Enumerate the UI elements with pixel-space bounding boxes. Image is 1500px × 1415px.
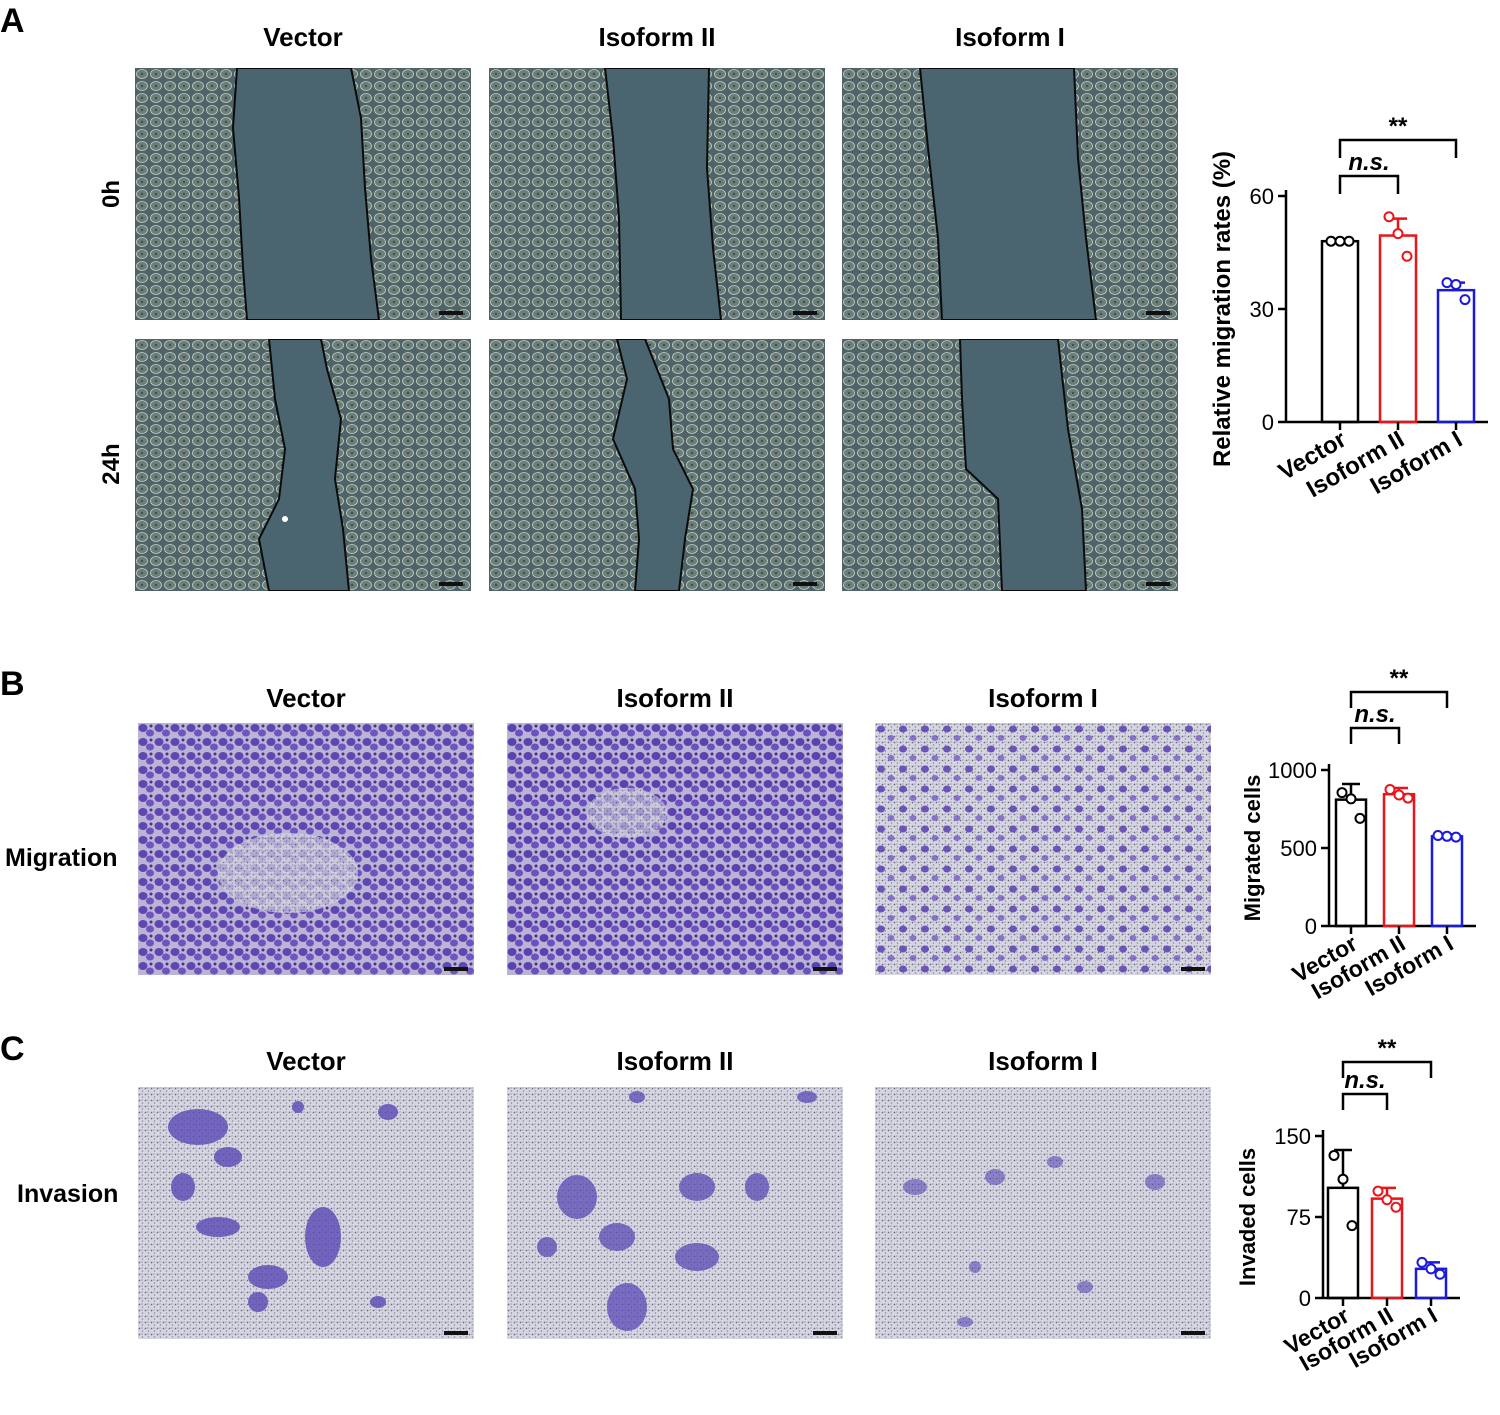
data-point: [1441, 830, 1453, 842]
y-tick-label: 0: [1305, 914, 1317, 939]
data-point: [1450, 279, 1462, 291]
significance-bracket: [1338, 138, 1458, 158]
panel-letter-b: B: [0, 665, 25, 703]
column-title-isoform-ii-b: Isoform II: [616, 683, 734, 713]
data-point: [1432, 830, 1444, 842]
data-point: [1354, 812, 1366, 824]
data-point: [1345, 793, 1357, 805]
bar-chart-migrated-cells: 0 500 1000 Migrated cells Vector Isoform II Is…: [1225, 665, 1500, 1040]
wound-image-isoform-ii-24h: [489, 339, 825, 591]
wound-image-isoform-i-0h: [842, 68, 1178, 320]
bar: [1378, 234, 1418, 424]
data-point: [1343, 235, 1355, 247]
y-axis-label: Migrated cells: [1240, 775, 1265, 922]
panel-letter-a: A: [0, 2, 25, 40]
data-point: [1401, 250, 1413, 262]
significance-label: n.s.: [1344, 1067, 1385, 1094]
transwell-image-vector-invasion: [138, 1087, 474, 1339]
y-axis-label: Invaded cells: [1235, 1148, 1260, 1286]
bar: [1382, 792, 1416, 928]
column-title-isoform-i-b: Isoform I: [988, 683, 1098, 713]
column-title-isoform-i: Isoform I: [955, 22, 1065, 52]
data-point: [1381, 1194, 1393, 1206]
data-point: [1416, 1256, 1428, 1268]
data-point: [1336, 787, 1348, 799]
significance-label: **: [1390, 665, 1409, 692]
transwell-image-isoform-i-migration: [875, 723, 1211, 975]
data-point: [1346, 1220, 1358, 1232]
y-tick-label: 60: [1250, 184, 1274, 209]
significance-bracket: [1341, 1092, 1389, 1110]
y-tick-label: 500: [1280, 836, 1317, 861]
significance-label: **: [1389, 113, 1408, 140]
y-tick-label: 1000: [1268, 758, 1317, 783]
y-tick-label: 0: [1262, 410, 1274, 435]
data-point: [1459, 294, 1471, 306]
wound-image-isoform-ii-0h: [489, 68, 825, 320]
significance-bracket: [1338, 174, 1400, 194]
data-point: [1402, 792, 1414, 804]
panel-letter-c: C: [0, 1030, 25, 1068]
significance-bracket: [1341, 1060, 1433, 1078]
column-title-isoform-ii: Isoform II: [598, 22, 716, 52]
wound-image-vector-0h: [135, 68, 471, 320]
significance-label: **: [1378, 1035, 1397, 1062]
transwell-image-vector-migration: [138, 723, 474, 975]
column-title-isoform-i-c: Isoform I: [988, 1046, 1098, 1076]
transwell-image-isoform-ii-invasion: [507, 1087, 843, 1339]
data-point: [1384, 784, 1396, 795]
data-point: [1328, 1149, 1340, 1161]
data-point: [1450, 831, 1462, 843]
data-point: [1434, 1268, 1446, 1280]
significance-bracket: [1349, 690, 1449, 708]
bar-chart-migration-rates: 0 30 60 Relative migration rates (%) Vector I…: [1190, 80, 1490, 560]
data-point: [1325, 235, 1337, 247]
data-point: [1390, 1201, 1402, 1213]
y-tick-label: 75: [1287, 1205, 1311, 1230]
wound-image-isoform-i-24h: [842, 339, 1178, 591]
bar-chart-invaded-cells: 0 75 150 Invaded cells Vector Isoform II Isofo…: [1225, 1035, 1500, 1410]
data-point: [1425, 1263, 1437, 1275]
column-title-vector-c: Vector: [266, 1046, 346, 1076]
wound-image-vector-24h: [135, 339, 471, 591]
significance-label: n.s.: [1348, 149, 1389, 176]
data-point: [1441, 277, 1453, 289]
data-point: [1392, 228, 1404, 240]
significance-label: n.s.: [1354, 701, 1395, 728]
bar: [1430, 835, 1464, 928]
row-label-migration: Migration: [5, 844, 118, 872]
data-point: [1372, 1185, 1384, 1197]
bar: [1370, 1197, 1404, 1300]
bar: [1436, 288, 1476, 424]
data-point: [1337, 1173, 1349, 1185]
data-point: [1393, 789, 1405, 801]
column-title-isoform-ii-c: Isoform II: [616, 1046, 734, 1076]
y-tick-label: 30: [1250, 297, 1274, 322]
row-label-24h: 24h: [98, 443, 125, 485]
y-tick-label: 150: [1274, 1124, 1311, 1149]
row-label-0h: 0h: [98, 180, 125, 209]
y-axis-label: Relative migration rates (%): [1209, 151, 1236, 467]
column-title-vector-b: Vector: [266, 683, 346, 713]
bar: [1326, 1186, 1360, 1300]
row-label-invasion: Invasion: [17, 1180, 119, 1208]
data-point: [1383, 211, 1395, 223]
significance-bracket: [1349, 726, 1401, 744]
data-point: [1334, 235, 1346, 247]
y-tick-label: 0: [1299, 1286, 1311, 1311]
column-title-vector: Vector: [263, 22, 343, 52]
transwell-image-isoform-i-invasion: [875, 1087, 1211, 1339]
bar: [1320, 239, 1360, 424]
transwell-image-isoform-ii-migration: [507, 723, 843, 975]
